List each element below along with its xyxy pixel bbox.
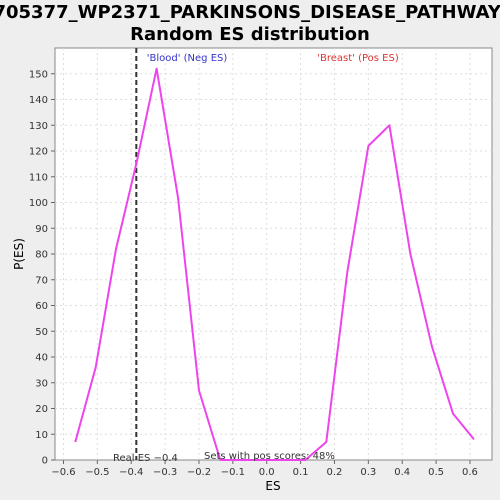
y-tick-label: 0	[42, 456, 48, 467]
y-tick-label: 50	[35, 327, 48, 338]
x-tick-label: −0.3	[153, 467, 177, 478]
chart-title-line2: Random ES distribution	[130, 24, 370, 45]
x-tick-label: 0.5	[428, 467, 444, 478]
pos-es-annotation: 'Breast' (Pos ES)	[317, 53, 399, 64]
x-tick-label: 0.2	[327, 467, 343, 478]
x-tick-label: −0.6	[51, 467, 75, 478]
chart-title-line1: 705377_WP2371_PARKINSONS_DISEASE_PATHWAY…	[0, 2, 500, 23]
x-tick-label: 0.4	[394, 467, 410, 478]
series-layer	[74, 67, 475, 461]
y-tick-label: 100	[29, 198, 48, 209]
y-tick-label: 70	[35, 275, 48, 286]
y-tick-label: 110	[29, 172, 48, 183]
x-tick-label: 0.1	[293, 467, 309, 478]
es-distribution-line	[74, 67, 475, 461]
y-tick-label: 130	[29, 121, 48, 132]
x-axis-ticks: −0.6 −0.5 −0.4 −0.3 −0.2 −0.1 0.0 0.1 0.2 0.3 0.4 0…	[51, 460, 478, 478]
y-tick-label: 60	[35, 301, 48, 312]
grid-lines	[55, 48, 492, 460]
y-tick-label: 20	[35, 404, 48, 415]
x-tick-label: −0.1	[221, 467, 245, 478]
plot-area	[54, 47, 493, 461]
x-tick-label: −0.2	[187, 467, 211, 478]
x-tick-label: −0.5	[85, 467, 109, 478]
y-tick-label: 30	[35, 378, 48, 389]
y-axis-label: P(ES)	[12, 238, 26, 270]
x-tick-label: 0.0	[259, 467, 275, 478]
pos-scores-annotation: Sets with pos scores: 48%	[204, 451, 335, 462]
y-axis-ticks: 0 10 20 30 40 50 60 70 80 90 100 110 120 130 140 150	[29, 69, 55, 467]
x-tick-label: 0.3	[360, 467, 376, 478]
x-tick-label: 0.6	[462, 467, 478, 478]
y-tick-label: 140	[29, 95, 48, 106]
y-tick-label: 40	[35, 353, 48, 364]
y-tick-label: 120	[29, 147, 48, 158]
y-tick-label: 10	[35, 430, 48, 441]
y-tick-label: 90	[35, 224, 48, 235]
x-tick-label: −0.4	[119, 467, 143, 478]
y-tick-label: 150	[29, 69, 48, 80]
x-axis-label: ES	[265, 479, 280, 493]
y-tick-label: 80	[35, 250, 48, 261]
real-es-annotation: Real ES −0.4	[113, 453, 178, 464]
neg-es-annotation: 'Blood' (Neg ES)	[147, 53, 228, 64]
